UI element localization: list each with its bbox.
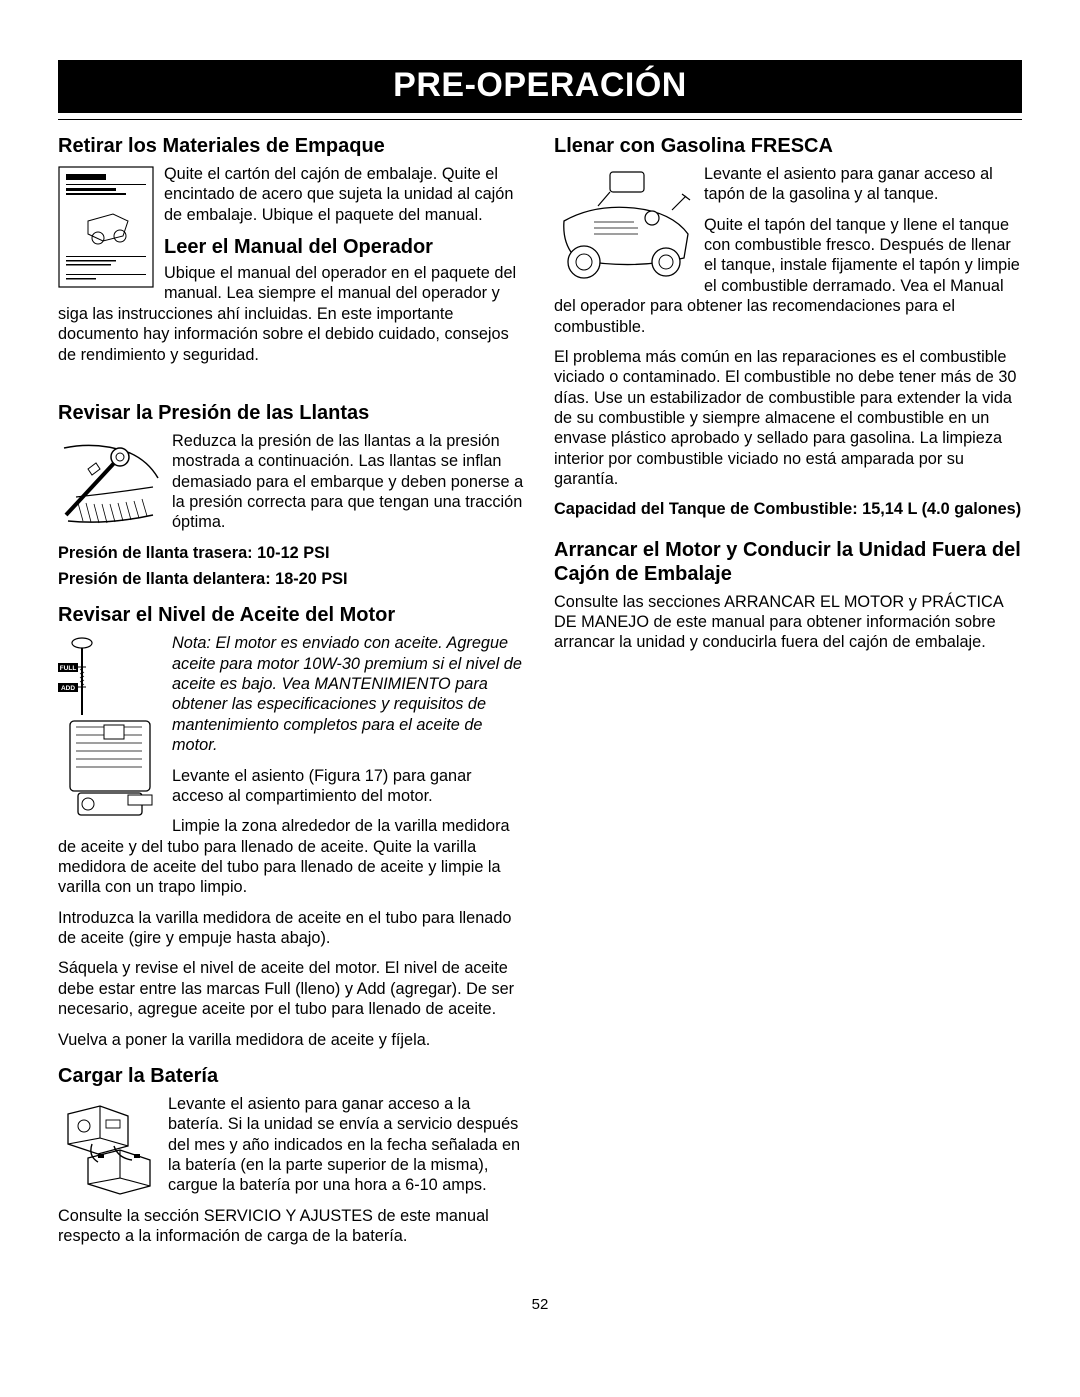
dipstick-add-label: ADD bbox=[61, 685, 75, 692]
mower-fuel-icon bbox=[554, 166, 694, 284]
tire-gauge-icon bbox=[58, 433, 162, 531]
spec-delantera: Presión de llanta delantera: 18-20 PSI bbox=[58, 569, 526, 589]
page-banner: PRE-OPERACIÓN bbox=[58, 60, 1022, 113]
heading-revisar-aceite: Revisar el Nivel de Aceite del Motor bbox=[58, 603, 526, 627]
dipstick-full-label: FULL bbox=[60, 665, 77, 672]
para-arrancar-1: Consulte las secciones ARRANCAR EL MOTOR… bbox=[554, 592, 1022, 653]
page-number: 52 bbox=[58, 1296, 1022, 1313]
para-aceite-3: Introduzca la varilla medidora de aceite… bbox=[58, 908, 526, 949]
heading-revisar-presion: Revisar la Presión de las Llantas bbox=[58, 401, 526, 425]
battery-charger-icon bbox=[58, 1096, 158, 1196]
para-aceite-5: Vuelva a poner la varilla medidora de ac… bbox=[58, 1030, 526, 1050]
para-gas-3: El problema más común en las reparacione… bbox=[554, 347, 1022, 490]
two-column-layout: Retirar los Materiales de Empaque Quite … bbox=[58, 134, 1022, 1256]
manual-cover-icon bbox=[58, 166, 154, 288]
engine-dipstick-icon: FULL ADD bbox=[58, 635, 162, 823]
heading-arrancar-motor: Arrancar el Motor y Conducir la Unidad F… bbox=[554, 538, 1022, 586]
right-column: Llenar con Gasolina FRESCA L bbox=[554, 134, 1022, 1256]
spec-trasera: Presión de llanta trasera: 10-12 PSI bbox=[58, 543, 526, 563]
heading-cargar-bateria: Cargar la Batería bbox=[58, 1064, 526, 1088]
heading-retirar-materiales: Retirar los Materiales de Empaque bbox=[58, 134, 526, 158]
para-aceite-2: Limpie la zona alrededor de la varilla m… bbox=[58, 816, 526, 897]
banner-rule bbox=[58, 119, 1022, 120]
para-bateria-2: Consulte la sección SERVICIO Y AJUSTES d… bbox=[58, 1206, 526, 1247]
heading-llenar-gasolina: Llenar con Gasolina FRESCA bbox=[554, 134, 1022, 158]
left-column: Retirar los Materiales de Empaque Quite … bbox=[58, 134, 526, 1256]
para-aceite-4: Sáquela y revise el nivel de aceite del … bbox=[58, 958, 526, 1019]
spec-tanque: Capacidad del Tanque de Combustible: 15,… bbox=[554, 499, 1022, 519]
